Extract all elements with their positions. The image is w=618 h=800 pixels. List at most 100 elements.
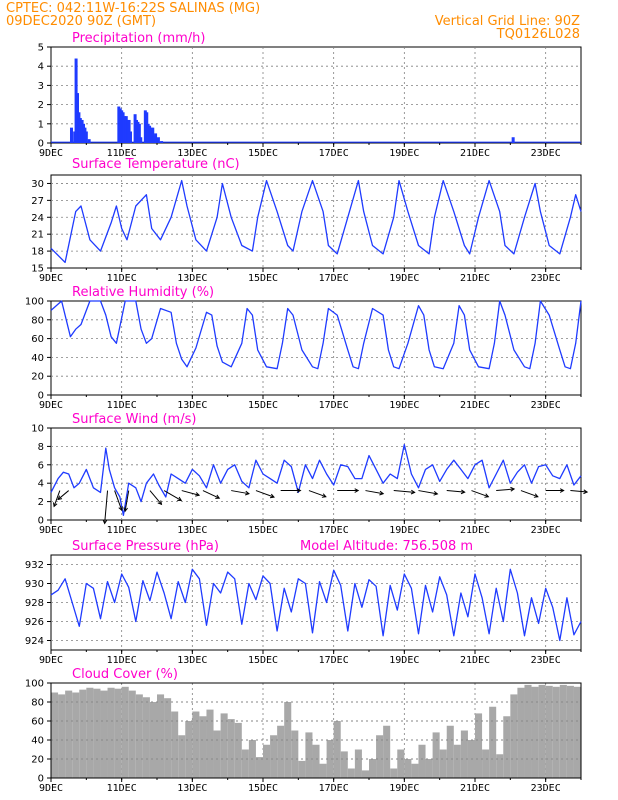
cloud-bar: [142, 697, 150, 778]
cloud-bar: [538, 684, 546, 778]
x-tick-label: 23DEC: [531, 400, 561, 411]
x-tick-label: 21DEC: [460, 400, 490, 411]
cloud-bar: [503, 716, 511, 778]
wind-vector: [163, 490, 182, 501]
header-model: TQ0126L028: [496, 27, 580, 42]
wind-arrowhead: [533, 493, 539, 498]
cloud-bar: [510, 694, 518, 778]
cloud-bar: [432, 732, 440, 778]
precip-bar: [156, 137, 160, 143]
wind-arrowhead: [460, 489, 466, 495]
panel-title: Surface Temperature (nC): [72, 157, 240, 172]
cloud-bar: [369, 759, 377, 778]
panel-temp: Surface Temperature (nC) 15 18 21 24 27 30 9DEC…: [31, 157, 582, 284]
x-tick-label: 13DEC: [177, 655, 207, 666]
cloud-bar: [206, 709, 214, 778]
x-tick-label: 15DEC: [248, 148, 278, 159]
wind-vector: [446, 490, 465, 493]
x-tick-label: 9DEC: [39, 148, 63, 159]
y-tick-label: 932: [25, 560, 44, 571]
cloud-bar: [489, 706, 497, 778]
panel-wind: Surface Wind (m/s) 0 2 4 6 8 10 9DEC 11DEC 13DEC 1…: [31, 412, 589, 536]
x-tick-label: 13DEC: [177, 783, 207, 794]
cloud-bar: [559, 684, 567, 778]
wind-arrowhead: [510, 486, 516, 492]
x-tick-label: 11DEC: [107, 655, 137, 666]
plot-frame: [50, 174, 582, 269]
wind-arrowhead: [269, 493, 275, 499]
x-tick-label: 17DEC: [319, 148, 349, 159]
cloud-bar: [255, 757, 263, 778]
wind-vector: [418, 490, 438, 495]
y-tick-label: 24: [31, 213, 44, 224]
x-tick-label: 23DEC: [531, 525, 561, 536]
x-tick-label: 17DEC: [319, 400, 349, 411]
x-tick-label: 9DEC: [39, 783, 63, 794]
y-tick-label: 1: [38, 119, 44, 130]
y-tick-label: 80: [31, 698, 44, 709]
precip-bar: [122, 116, 126, 143]
cloud-bar: [482, 749, 490, 778]
wind-vector: [57, 490, 69, 500]
y-tick-label: 5: [38, 43, 44, 54]
wind-arrowhead: [484, 493, 490, 498]
cloud-bar: [121, 686, 129, 778]
wind-arrowhead: [379, 490, 385, 496]
wind-arrowhead: [321, 493, 327, 498]
cloud-bar: [319, 763, 327, 778]
cloud-bar: [475, 713, 483, 778]
cloud-bar: [453, 744, 461, 778]
wind-arrowhead: [57, 495, 63, 501]
cloud-bar: [573, 686, 581, 778]
wind-vector: [149, 490, 162, 505]
wind-vector: [393, 490, 415, 493]
cloud-bar: [263, 744, 271, 778]
panel-title: Cloud Cover (%): [72, 667, 178, 682]
cloud-bar: [376, 735, 384, 778]
cloud-bar: [149, 702, 157, 778]
wind-arrowhead: [177, 496, 183, 501]
precip-bar: [137, 123, 141, 143]
y-tick-label: 60: [31, 717, 44, 728]
plot-frame: [50, 46, 582, 144]
panel-cloud: Cloud Cover (%) 0 20 40 60 80 100 9DEC 11DEC 13DE…: [25, 667, 582, 794]
precip-bar: [78, 118, 82, 143]
wind-arrowhead: [410, 489, 416, 495]
cloud-bar: [326, 740, 334, 778]
y-tick-label: 6: [38, 460, 44, 471]
cloud-bar: [213, 730, 221, 778]
header-grid-note: Vertical Grid Line: 90Z: [435, 14, 580, 29]
x-tick-label: 21DEC: [460, 525, 490, 536]
panel-title: Surface Pressure (hPa): [72, 539, 219, 554]
model-altitude: Model Altitude: 756.508 m: [300, 539, 473, 554]
x-tick-label: 19DEC: [389, 655, 419, 666]
wind-vector: [104, 490, 109, 524]
cloud-bar: [383, 725, 391, 778]
x-tick-label: 9DEC: [39, 400, 63, 411]
x-tick-label: 23DEC: [531, 148, 561, 159]
y-tick-label: 930: [25, 579, 44, 590]
y-tick-label: 0: [38, 516, 44, 527]
y-tick-label: 80: [31, 315, 44, 326]
cloud-bar: [157, 694, 165, 778]
wind-vector: [231, 490, 250, 495]
x-tick-label: 11DEC: [107, 400, 137, 411]
x-tick-label: 17DEC: [319, 783, 349, 794]
precip-bar: [511, 137, 515, 143]
wind-series-line: [50, 443, 582, 517]
x-tick-label: 11DEC: [107, 148, 137, 159]
wind-vector: [255, 490, 275, 498]
wind-vector: [471, 490, 489, 498]
cloud-bar: [397, 749, 405, 778]
temp-series-line: [50, 179, 582, 264]
y-tick-label: 4: [38, 479, 44, 490]
x-tick-label: 19DEC: [389, 273, 419, 284]
cloud-bar: [425, 759, 433, 778]
precip-bar: [84, 131, 88, 143]
x-tick-label: 19DEC: [389, 783, 419, 794]
panel-pres: Surface Pressure (hPa) Model Altitude: 75…: [25, 539, 582, 666]
wind-arrowhead: [354, 488, 360, 493]
y-tick-label: 100: [25, 297, 44, 308]
y-tick-label: 20: [31, 372, 44, 383]
x-tick-label: 19DEC: [389, 400, 419, 411]
